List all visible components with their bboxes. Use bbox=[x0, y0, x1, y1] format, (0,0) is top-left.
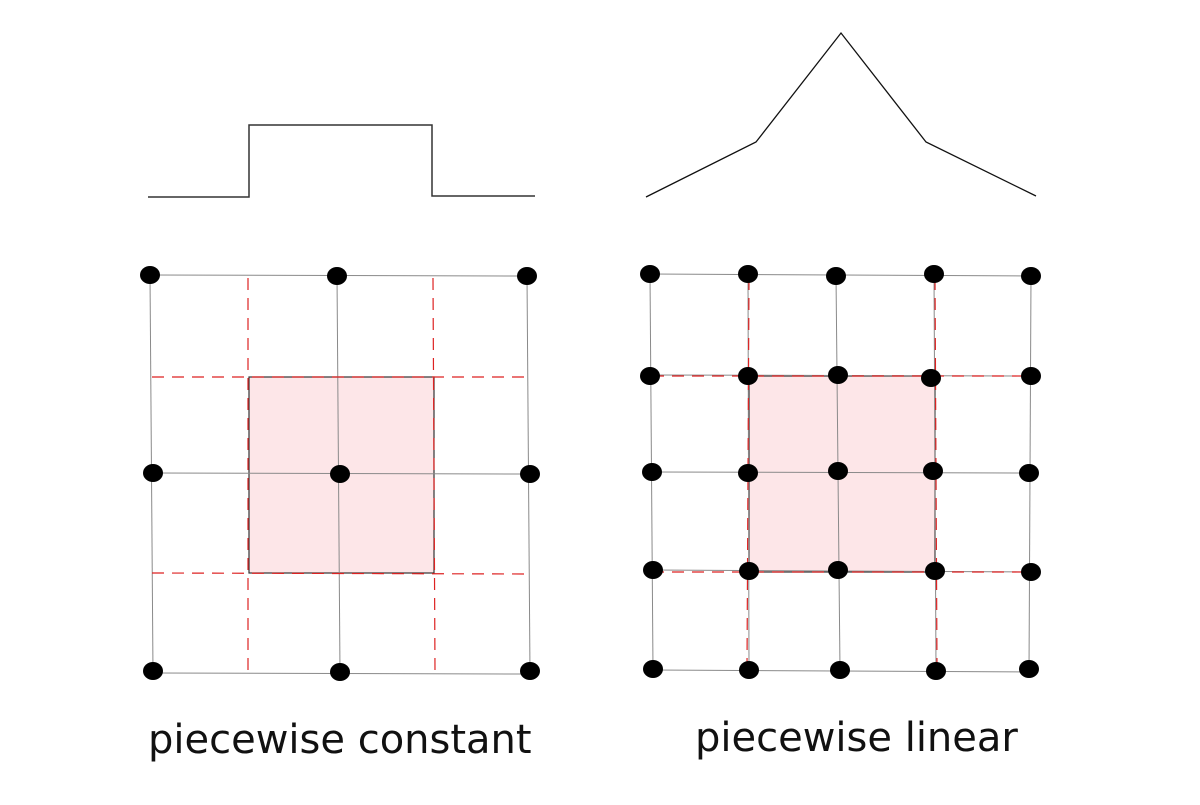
grid-node bbox=[923, 462, 943, 480]
grid-node bbox=[828, 366, 848, 384]
caption-piecewise-constant: piecewise constant bbox=[148, 717, 532, 763]
caption-piecewise-linear: piecewise linear bbox=[695, 715, 1018, 761]
grid-node bbox=[520, 465, 540, 483]
grid-node bbox=[830, 661, 850, 679]
grid-node bbox=[828, 561, 848, 579]
grid-node bbox=[924, 265, 944, 283]
grid-node bbox=[921, 369, 941, 387]
grid-node bbox=[520, 662, 540, 680]
grid-node bbox=[826, 267, 846, 285]
grid-node bbox=[1021, 267, 1041, 285]
box-function-profile bbox=[148, 124, 535, 198]
grid-node bbox=[327, 267, 347, 285]
panel-piecewise-linear bbox=[640, 31, 1041, 680]
grid-node bbox=[738, 464, 758, 482]
dual-line bbox=[934, 277, 938, 669]
panel-piecewise-constant bbox=[140, 124, 540, 681]
grid-node bbox=[643, 660, 663, 678]
grid-node bbox=[640, 265, 660, 283]
grid-node bbox=[739, 661, 759, 679]
grid-node bbox=[140, 266, 160, 284]
grid-node bbox=[143, 662, 163, 680]
dual-line bbox=[151, 572, 533, 575]
hat-function-profile bbox=[645, 31, 1037, 198]
grid-node bbox=[1019, 660, 1039, 678]
grid-node bbox=[1021, 367, 1041, 385]
grid-node bbox=[739, 562, 759, 580]
grid-node bbox=[517, 267, 537, 285]
grid-node bbox=[643, 561, 663, 579]
grid-node bbox=[1019, 464, 1039, 482]
center-node bbox=[828, 462, 848, 480]
center-node bbox=[330, 465, 350, 483]
grid-node bbox=[738, 367, 758, 385]
grid-node bbox=[642, 463, 662, 481]
grid-nodes bbox=[140, 266, 540, 681]
grid-node bbox=[926, 662, 946, 680]
grid-node bbox=[738, 265, 758, 283]
grid-node bbox=[330, 663, 350, 681]
grid-nodes bbox=[640, 265, 1041, 680]
dual-line bbox=[432, 277, 436, 673]
dual-line bbox=[746, 277, 750, 669]
grid-node bbox=[1021, 563, 1041, 581]
grid-node bbox=[143, 464, 163, 482]
dual-grid-lines bbox=[151, 277, 533, 673]
grid-node bbox=[640, 367, 660, 385]
grid-node bbox=[925, 562, 945, 580]
